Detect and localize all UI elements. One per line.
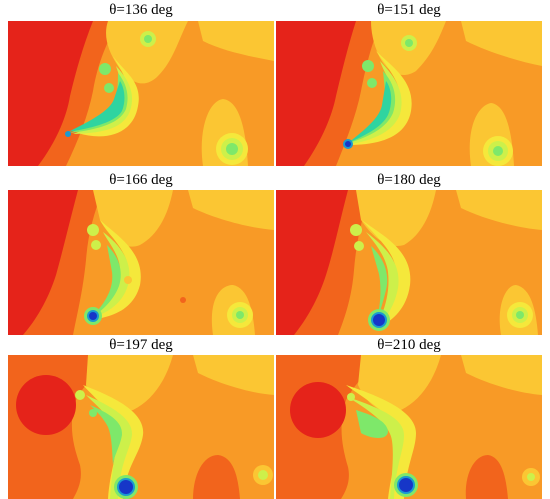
contour-field [8, 355, 274, 499]
contour-field [8, 21, 274, 166]
contour-plot-180 [276, 190, 542, 335]
panel-caption: θ=151 deg [377, 2, 441, 18]
panel-caption: θ=136 deg [109, 2, 173, 18]
panel-136: θ=136 deg θ=151 deg [0, 0, 550, 170]
panel-caption: θ=197 deg [109, 337, 173, 353]
contour-plot-197 [8, 355, 274, 499]
contour-field [276, 190, 542, 335]
contour-plot-136 [8, 21, 274, 166]
panel-197: θ=197 deg θ=210 deg [0, 335, 550, 355]
contour-plot-210 [276, 355, 542, 499]
panel-166: θ=166 deg θ=180 deg [0, 170, 550, 190]
panel-caption: θ=210 deg [377, 337, 441, 353]
contour-field [8, 190, 274, 335]
contour-plot-151 [276, 21, 542, 166]
panel-caption: θ=166 deg [109, 172, 173, 188]
contour-field [276, 21, 542, 166]
contour-field [276, 355, 542, 499]
panel-caption: θ=180 deg [377, 172, 441, 188]
contour-plot-166 [8, 190, 274, 335]
